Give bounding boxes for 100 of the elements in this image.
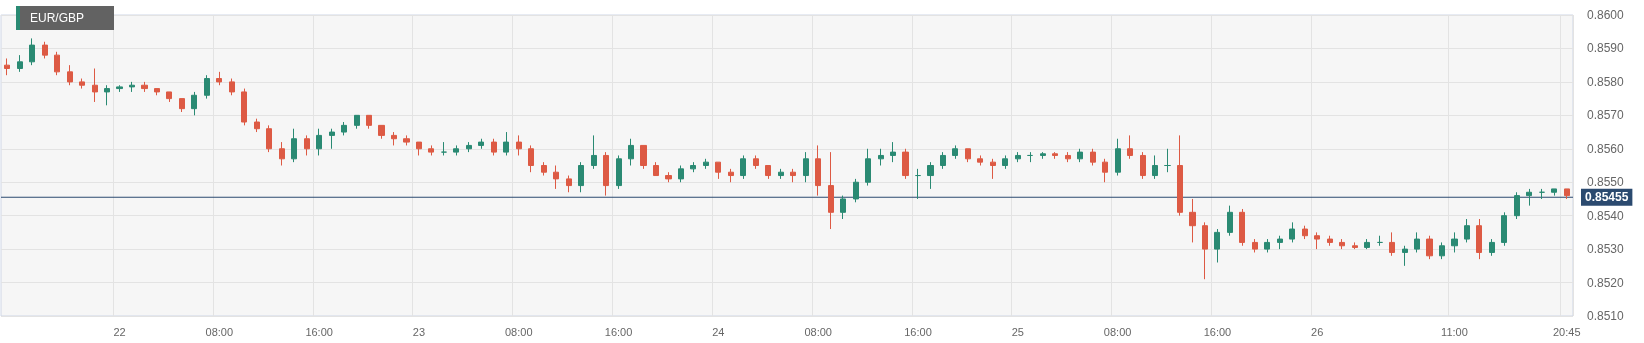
candlestick (1052, 151, 1058, 160)
candlestick (453, 144, 459, 156)
candlestick (466, 141, 472, 153)
candlestick (254, 118, 260, 133)
x-tick-label: 26 (1311, 325, 1324, 338)
candlestick (1302, 225, 1308, 240)
candlestick (616, 154, 622, 190)
candlestick (1339, 238, 1345, 250)
candlestick (1314, 231, 1320, 250)
candlestick (4, 57, 10, 76)
candlestick (1077, 148, 1083, 163)
candlestick (1501, 211, 1507, 247)
x-tick-label: 08:00 (804, 325, 832, 338)
candlestick (1002, 154, 1008, 170)
candlestick (478, 138, 484, 150)
x-tick-label: 23 (412, 325, 426, 338)
candlestick (428, 144, 434, 156)
candlestick (1539, 188, 1545, 200)
candlestick (116, 84, 123, 93)
candlestick (1040, 151, 1046, 160)
candlestick (366, 114, 372, 130)
candlestick (104, 84, 110, 106)
candlestick (1402, 245, 1408, 267)
candlestick (1264, 238, 1270, 253)
candlestick (541, 161, 547, 177)
candlestick (1189, 198, 1196, 243)
candlestick (1127, 134, 1133, 160)
candlestick (665, 171, 672, 183)
candlestick (890, 141, 896, 163)
candlestick (179, 98, 185, 113)
candlestick (878, 148, 884, 166)
candlestick (1364, 238, 1370, 250)
candlestick (828, 151, 834, 230)
candlestick (141, 81, 148, 93)
candlestick (753, 154, 759, 170)
candlestick (1214, 228, 1220, 263)
x-tick-label: 08:00 (505, 325, 533, 338)
candlestick (927, 161, 934, 190)
candlestick (628, 138, 634, 166)
candlestick (129, 81, 135, 93)
x-tick-label: 16:00 (904, 325, 932, 338)
y-tick-label: 0.8530 (1587, 242, 1625, 257)
y-tick-label: 0.8540 (1587, 208, 1625, 223)
candlestick (441, 141, 447, 156)
candlestick (166, 91, 172, 103)
candlestick (503, 131, 509, 156)
candlestick (341, 121, 347, 136)
title-box: EUR/GBP (16, 6, 114, 30)
x-tick-label: 08:00 (205, 325, 234, 338)
ref-line-label: 0.85455 (1585, 190, 1629, 205)
candlestick (1015, 151, 1021, 163)
candlestick (740, 154, 746, 180)
candlestick (491, 138, 497, 156)
y-tick-label: 0.8510 (1587, 309, 1625, 323)
y-tick-label: 0.8570 (1587, 108, 1625, 123)
candlestick (316, 128, 322, 156)
candlestick (1514, 191, 1520, 220)
candlestick (840, 195, 846, 220)
candlestick (229, 78, 235, 96)
y-tick-label: 0.8550 (1587, 175, 1625, 190)
candlestick (728, 168, 734, 183)
y-tick-label: 0.8520 (1587, 275, 1625, 290)
x-tick-label: 16:00 (604, 325, 633, 338)
candlestick (1426, 235, 1433, 260)
y-tick-label: 0.8580 (1587, 74, 1625, 89)
candlestick (865, 148, 871, 187)
candlestick (1476, 218, 1482, 260)
candlestick (1202, 221, 1208, 280)
candlestick (191, 91, 197, 116)
candlestick (79, 78, 85, 90)
x-tick-label: 22 (113, 325, 126, 338)
candlestick (591, 134, 597, 170)
candlestick (940, 151, 946, 170)
candlestick (1227, 205, 1233, 237)
candlestick (1439, 241, 1445, 260)
candlestick (403, 134, 410, 146)
candlestick (1140, 151, 1146, 180)
candlestick (765, 165, 771, 180)
candlestick (1239, 208, 1245, 247)
candlestick (1352, 241, 1358, 250)
candlestick (977, 154, 983, 166)
candlestick (1551, 188, 1557, 197)
candlestick (516, 134, 522, 156)
candlestick (29, 37, 35, 66)
candlestick (416, 141, 422, 156)
candlestick (640, 144, 647, 170)
candlestick (92, 68, 98, 103)
candlestick (578, 161, 584, 193)
x-tick-label: 11:00 (1441, 325, 1468, 338)
candlestick (1564, 188, 1570, 200)
y-tick-label: 0.8600 (1587, 8, 1625, 22)
candlestick (902, 148, 909, 180)
x-tick-label: 24 (712, 325, 725, 338)
candlestick (690, 161, 696, 173)
candlestick (566, 175, 572, 193)
candlestick (378, 124, 385, 140)
candlestick (1289, 221, 1295, 243)
candlestick (678, 165, 684, 183)
candlestick (42, 41, 48, 59)
candlestick (778, 168, 784, 180)
